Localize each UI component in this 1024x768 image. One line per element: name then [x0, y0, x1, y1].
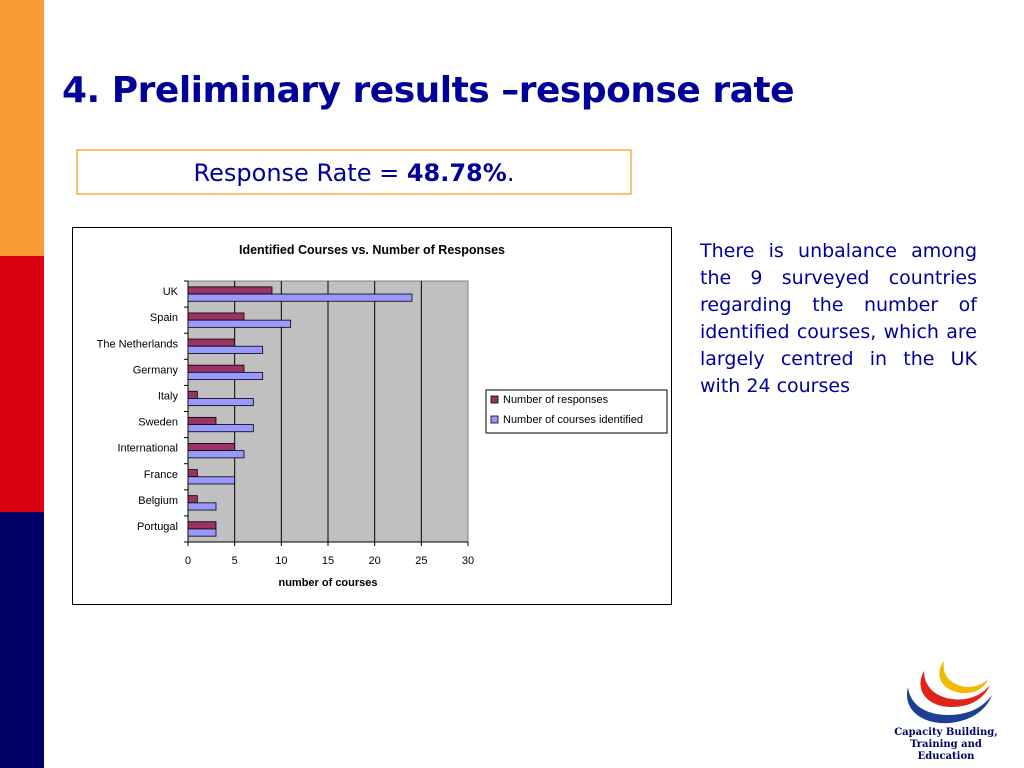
bar-courses	[187, 450, 245, 459]
bar-courses	[187, 424, 254, 433]
y-tick-label: France	[144, 469, 178, 481]
y-tick-label: Portugal	[137, 521, 178, 533]
bar-responses	[187, 521, 217, 530]
y-tick-label: Germany	[133, 364, 179, 376]
logo-caption: Capacity Building, Training and Educatio…	[892, 727, 1000, 763]
y-tick-label: Italy	[158, 390, 179, 402]
response-rate-box: Response Rate = 48.78%.	[76, 149, 632, 195]
bar-courses	[187, 528, 217, 537]
y-tick-label: Sweden	[138, 417, 178, 429]
logo-yellow-swoosh	[939, 661, 988, 694]
logo-red-swoosh	[920, 671, 990, 707]
chart-title: Identified Courses vs. Number of Respons…	[239, 243, 505, 257]
bar-courses	[187, 319, 292, 328]
bar-responses	[187, 443, 236, 452]
summary-text: There is unbalance among the 9 surveyed …	[700, 240, 977, 397]
bar-responses	[187, 286, 273, 295]
legend-swatch	[490, 395, 499, 404]
y-tick-label: International	[117, 443, 178, 455]
legend-swatch	[490, 415, 499, 424]
response-rate-suffix: .	[506, 159, 515, 187]
x-tick-label: 10	[275, 555, 287, 567]
bar-courses	[187, 345, 264, 354]
bar-responses	[187, 416, 217, 425]
bar-responses	[187, 495, 198, 504]
bar-courses	[187, 476, 236, 485]
red-stripe	[0, 256, 44, 512]
bar-responses	[187, 338, 236, 347]
bar-chart: Identified Courses vs. Number of Respons…	[97, 243, 668, 589]
navy-stripe	[0, 512, 44, 768]
x-tick-label: 30	[462, 555, 474, 567]
bar-responses	[187, 364, 245, 373]
y-tick-label: Belgium	[138, 495, 178, 507]
bar-courses	[187, 371, 264, 380]
bar-courses	[187, 502, 217, 511]
x-axis-label: number of courses	[278, 577, 377, 589]
bar-responses	[187, 469, 198, 478]
logo-caption-line1: Capacity Building,	[894, 727, 998, 738]
x-tick-label: 20	[369, 555, 381, 567]
orange-stripe	[0, 0, 44, 256]
bar-responses	[187, 312, 245, 321]
bar-courses	[187, 293, 413, 302]
legend-label: Number of responses	[503, 394, 609, 406]
bar-responses	[187, 390, 198, 399]
legend-label: Number of courses identified	[503, 414, 643, 426]
logo-caption-line2: Training and Education	[910, 739, 982, 762]
response-rate-label: Response Rate =	[193, 159, 407, 187]
logo-blue-swoosh	[907, 687, 992, 724]
slide-title: 4. Preliminary results –response rate	[62, 70, 795, 111]
x-tick-label: 5	[232, 555, 238, 567]
y-tick-label: UK	[163, 286, 179, 298]
x-tick-label: 25	[415, 555, 427, 567]
legend-box	[485, 389, 668, 434]
y-tick-label: The Netherlands	[97, 338, 179, 350]
bar-courses	[187, 398, 254, 407]
x-tick-label: 0	[185, 555, 191, 567]
response-rate-value: 48.78%	[406, 159, 507, 187]
capacity-building-logo-icon	[907, 661, 992, 724]
y-tick-label: Spain	[150, 312, 178, 324]
chart-container: Identified Courses vs. Number of Respons…	[72, 227, 672, 605]
x-tick-label: 15	[322, 555, 334, 567]
